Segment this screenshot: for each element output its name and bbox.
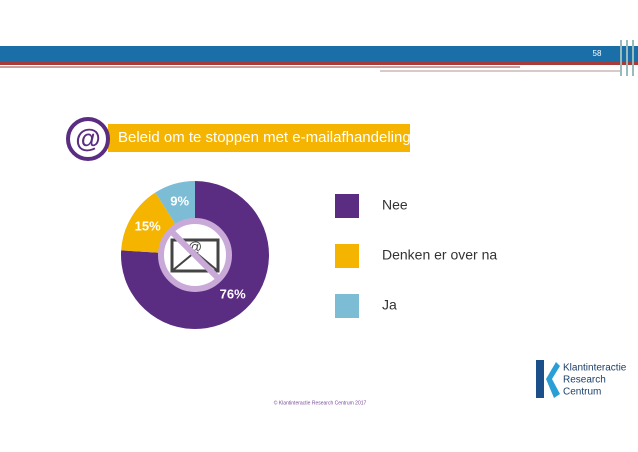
edge-stripe [620,40,622,76]
legend: Nee Denken er over na Ja [335,194,497,318]
legend-swatch [335,244,359,268]
legend-swatch [335,294,359,318]
slash [167,227,223,283]
footer: © Klantinteractie Research Centrum 2017 [274,399,367,406]
data-label: 9% [170,194,189,209]
center-icon: @ [158,218,232,292]
donut-slice [121,192,176,253]
donut-slice [155,181,195,225]
envelope [170,238,220,273]
header-stripe [380,70,620,72]
data-label: 76% [220,287,246,302]
slide-number: 58 [593,49,602,58]
logo-text: Research [563,375,606,386]
at-icon [66,117,110,161]
header-bar [0,46,638,62]
legend-label: Nee [382,197,408,213]
logo-text: Klantinteractie [563,363,627,374]
legend-swatch [335,194,359,218]
edge-stripe [626,40,628,76]
header-stripe [0,66,520,68]
title-banner [108,124,410,152]
donut-chart: 76% 15% 9% [120,181,269,329]
logo-mark [536,360,544,398]
edge-stripe [632,40,634,76]
header-stripe [0,62,638,65]
legend-label: Ja [382,297,397,313]
donut-slice [120,181,269,329]
legend-label: Denken er over na [382,247,497,263]
chart-title: Beleid om te stoppen met e-mailafhandeli… [118,129,411,146]
logo-mark [546,362,560,398]
logo-text: Centrum [563,387,601,398]
data-label: 15% [135,218,161,233]
at-icon-glyph: @ [75,123,100,153]
logo: Klantinteractie Research Centrum [536,360,627,398]
